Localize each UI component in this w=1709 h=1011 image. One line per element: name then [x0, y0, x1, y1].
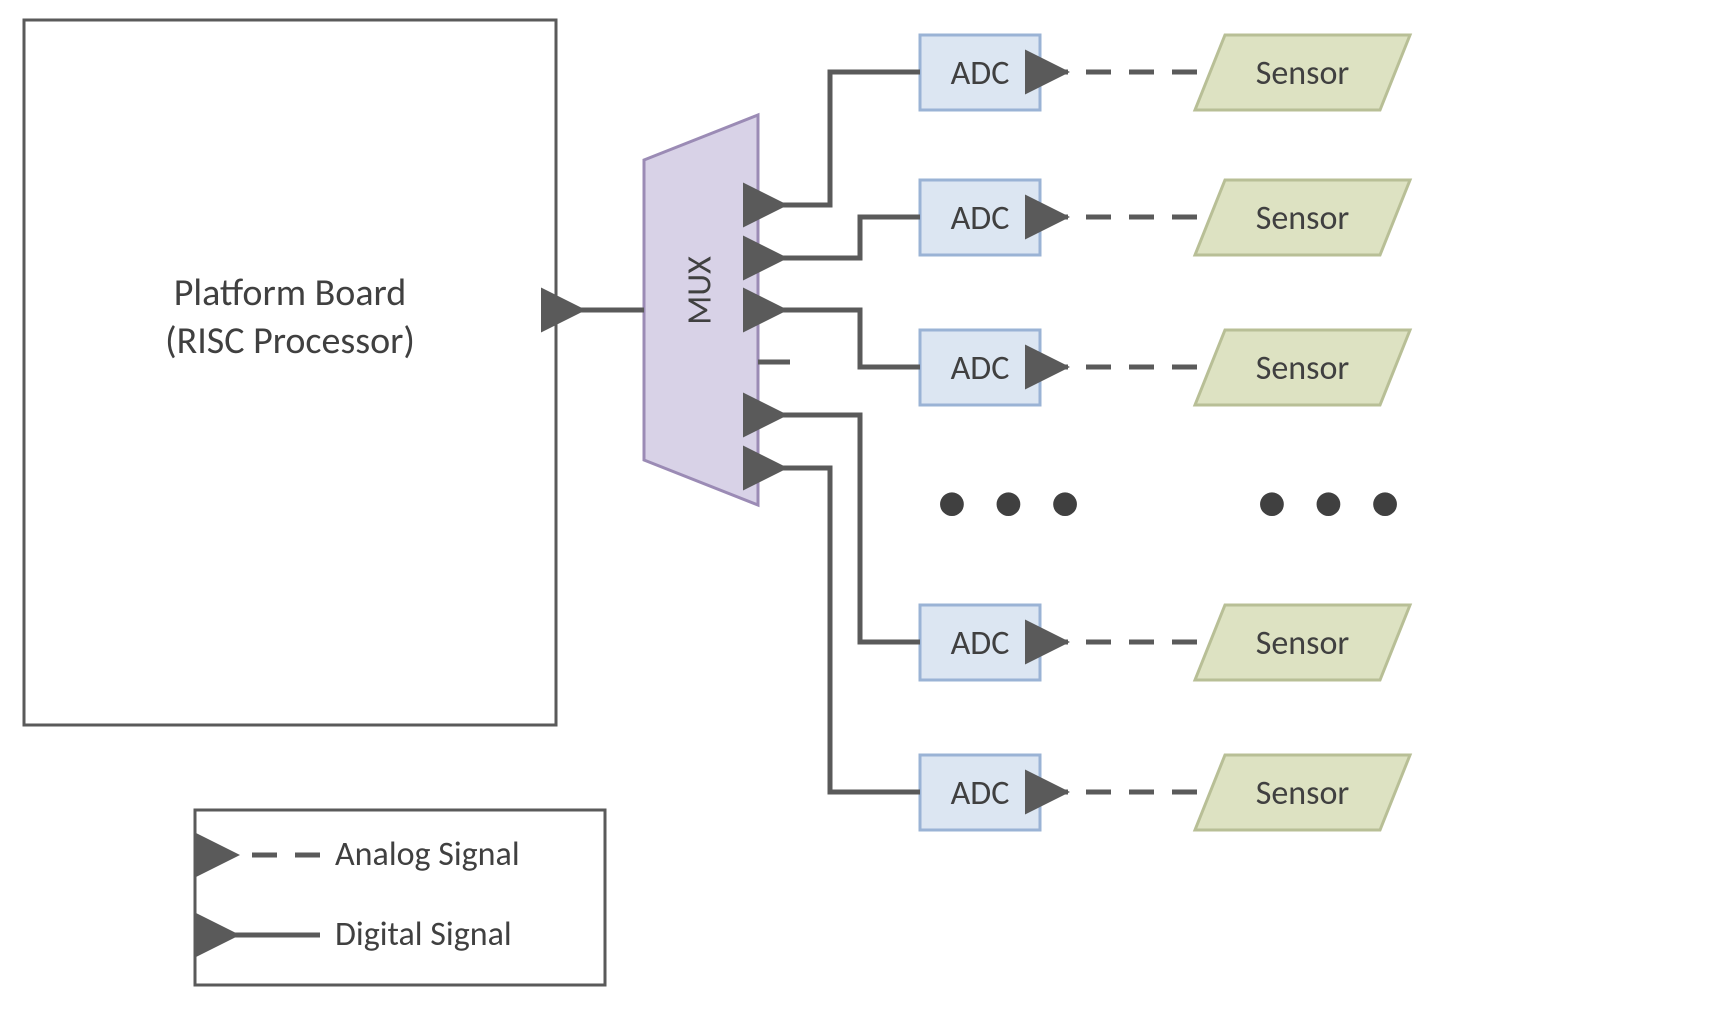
- ellipsis-sensor: • • •: [1258, 468, 1407, 536]
- digital-arrow: [773, 415, 920, 642]
- adc-label: ADC: [920, 348, 1040, 389]
- adc-label: ADC: [920, 623, 1040, 664]
- adc-label: ADC: [920, 198, 1040, 239]
- mux-label: MUX: [680, 251, 721, 331]
- block-diagram: Platform Board (RISC Processor) MUX ADC …: [0, 0, 1709, 1011]
- adc-label: ADC: [920, 53, 1040, 94]
- digital-arrow: [773, 468, 920, 792]
- adc-label: ADC: [920, 773, 1040, 814]
- digital-arrow: [773, 310, 920, 367]
- sensor-label: Sensor: [1210, 773, 1395, 814]
- platform-subtitle: (RISC Processor): [165, 318, 415, 364]
- ellipsis-adc: • • •: [938, 468, 1087, 536]
- legend-analog-text: Analog Signal: [335, 834, 595, 875]
- legend-digital-text: Digital Signal: [335, 914, 595, 955]
- platform-title: Platform Board: [174, 270, 407, 316]
- digital-arrow: [773, 217, 920, 258]
- sensor-label: Sensor: [1210, 53, 1395, 94]
- digital-arrow: [773, 72, 920, 205]
- platform-board: [24, 20, 556, 725]
- platform-label: Platform Board (RISC Processor): [24, 270, 556, 365]
- sensor-label: Sensor: [1210, 198, 1395, 239]
- sensor-label: Sensor: [1210, 348, 1395, 389]
- sensor-label: Sensor: [1210, 623, 1395, 664]
